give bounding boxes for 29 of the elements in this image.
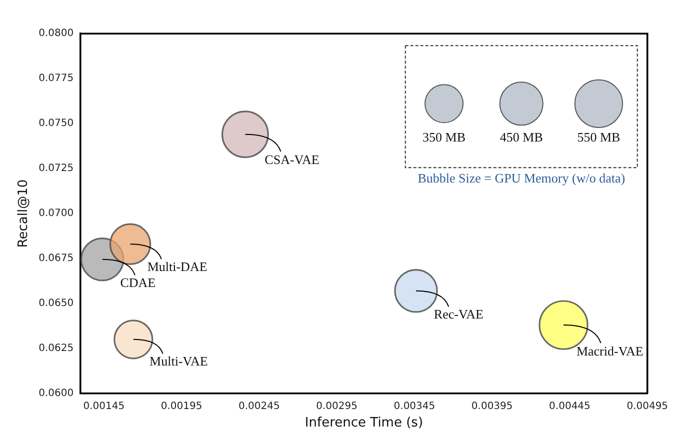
x-tick-label: 0.00495 xyxy=(626,400,668,412)
x-tick-label: 0.00345 xyxy=(394,400,436,412)
legend-label: 550 MB xyxy=(577,130,621,145)
y-tick-label: 0.0675 xyxy=(38,253,74,264)
y-tick-label: 0.0625 xyxy=(38,343,74,354)
series-label: CDAE xyxy=(120,275,156,290)
x-tick-label: 0.00445 xyxy=(549,400,590,412)
y-tick-label: 0.0600 xyxy=(38,388,74,399)
series-label: Multi-DAE xyxy=(147,259,208,274)
y-tick-label: 0.0750 xyxy=(38,118,74,130)
legend-label: 450 MB xyxy=(500,130,544,145)
x-tick-label: 0.00245 xyxy=(238,400,280,412)
series-label: Multi-VAE xyxy=(150,354,208,369)
y-tick-label: 0.0775 xyxy=(38,73,74,84)
y-tick-label: 0.0650 xyxy=(38,298,74,310)
legend-label: 350 MB xyxy=(422,130,466,145)
x-tick-label: 0.00295 xyxy=(316,400,358,412)
y-axis-title: Recall@10 xyxy=(16,179,32,248)
y-tick-label: 0.0700 xyxy=(38,208,74,220)
y-tick-label: 0.0725 xyxy=(38,163,74,174)
x-tick-label: 0.00395 xyxy=(471,400,513,412)
y-tick-label: 0.0800 xyxy=(38,28,74,40)
legend-title: Bubble Size = GPU Memory (w/o data) xyxy=(418,170,626,186)
x-axis-title: Inference Time (s) xyxy=(304,416,424,431)
x-tick-label: 0.00195 xyxy=(160,400,202,412)
x-tick-label: 0.00145 xyxy=(83,400,125,412)
series-label: Macrid-VAE xyxy=(576,343,644,358)
series-label: Rec-VAE xyxy=(434,306,484,322)
series-label: CSA-VAE xyxy=(264,152,320,167)
